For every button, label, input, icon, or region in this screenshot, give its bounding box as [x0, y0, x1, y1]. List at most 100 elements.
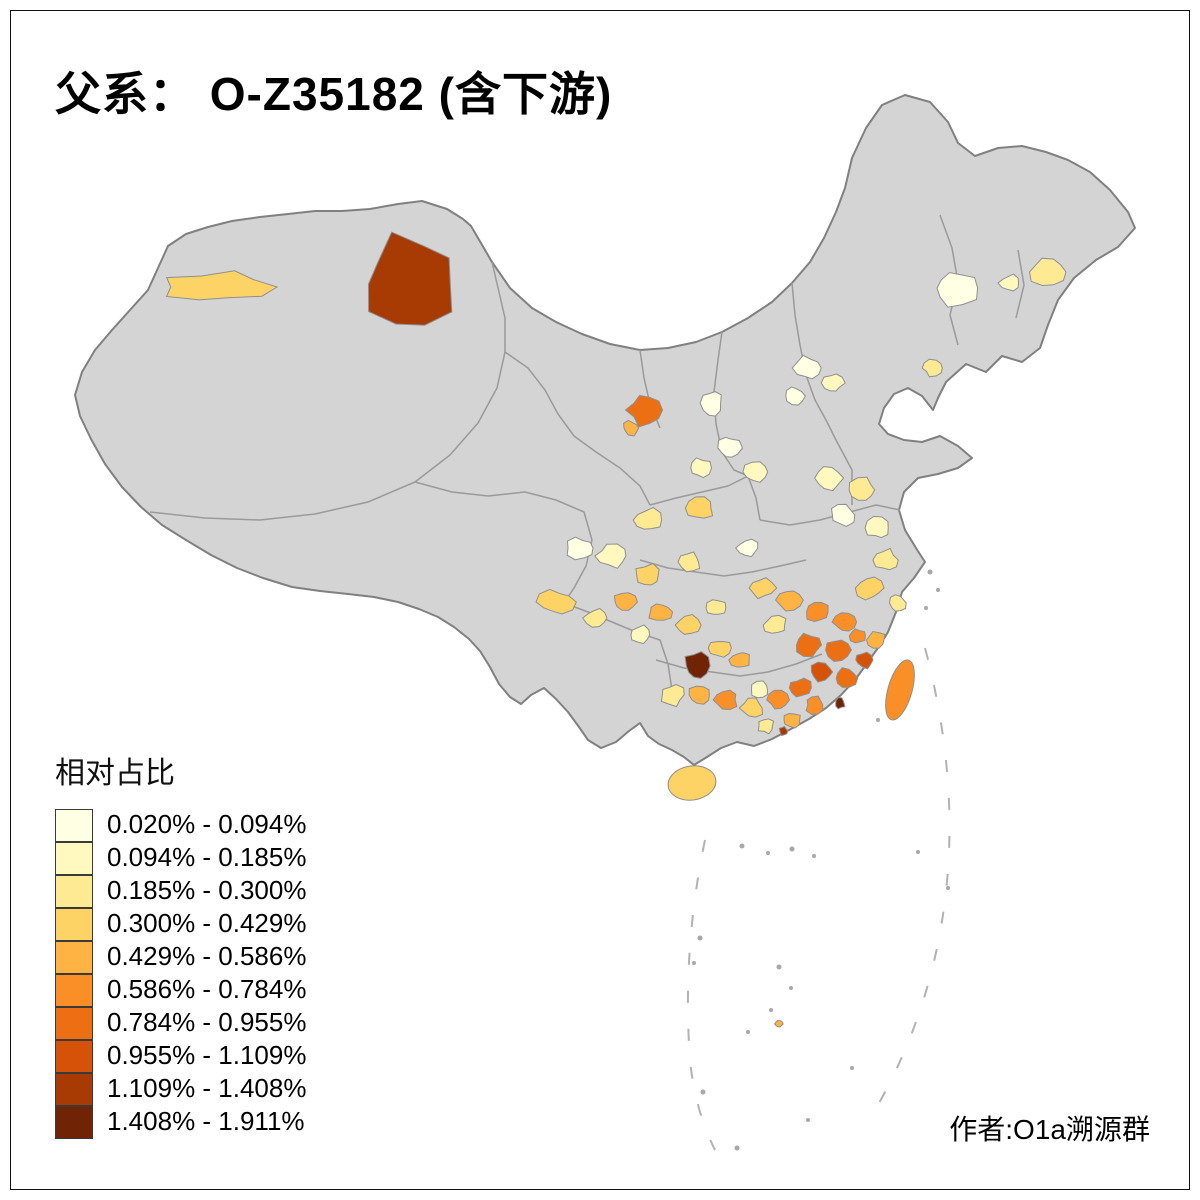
map-region-yunnan-northeast [613, 592, 638, 611]
province-border [655, 653, 823, 677]
province-border [414, 481, 593, 604]
map-region-shanghai-area [872, 547, 899, 571]
island-speck [776, 964, 782, 970]
map-region-shanxi-north [785, 386, 806, 406]
island-speck [692, 961, 696, 965]
legend-swatch [55, 940, 93, 974]
map-region-guangdong-northwest [766, 689, 791, 710]
legend-label: 0.429% - 0.586% [107, 941, 307, 971]
legend-row: 0.429% - 0.586% [55, 940, 307, 974]
legend-row: 0.784% - 0.955% [55, 1006, 307, 1040]
island-speck [916, 850, 920, 854]
island-speck [734, 1145, 740, 1151]
island-speck [806, 1118, 810, 1122]
map-region-hebei [820, 373, 846, 392]
figure-title: 父系： O-Z35182 (含下游) [55, 68, 613, 120]
map-region-guizhou-east [705, 599, 727, 615]
map-region-henan-east [742, 461, 769, 483]
map-region-heilongjiang-west [936, 272, 979, 308]
legend-label: 0.094% - 0.185% [107, 842, 307, 872]
dash-arc-west [686, 839, 716, 1151]
map-region-liaoning-coast [921, 358, 943, 378]
map-region-jiangsu-south [864, 515, 889, 539]
legend-label: 1.408% - 1.911% [107, 1106, 305, 1136]
map-region-altay [367, 231, 453, 326]
map-region-guizhou-southeast [707, 640, 732, 658]
legend-swatch [55, 973, 93, 1007]
legend-swatch [55, 808, 93, 842]
map-region-hunan-center [774, 590, 804, 612]
map-region-chongqing [635, 562, 660, 586]
map-region-guangxi-north [728, 652, 750, 668]
map-region-fujian-south [835, 667, 859, 688]
map-region-anhui-center [830, 503, 856, 527]
island-speck [700, 1089, 706, 1095]
south-sea-islands [692, 569, 950, 1151]
map-region-guangxi-northeast [750, 680, 769, 699]
legend-label: 0.020% - 0.094% [107, 809, 307, 839]
province-border [149, 261, 506, 521]
map-region-yunnan-center [582, 607, 608, 628]
legend-swatch [55, 907, 93, 941]
legend-label: 0.784% - 0.955% [107, 1007, 307, 1037]
nine-dash-line [686, 647, 951, 1151]
map-region-heilongjiang-east [1028, 257, 1067, 287]
legend-row: 1.408% - 1.911% [55, 1105, 306, 1139]
map-region-fujian-northwest [825, 639, 852, 662]
island-speck [739, 843, 745, 849]
map-region-guangdong-northeast [810, 661, 834, 683]
legend-title: 相对占比 [55, 757, 175, 790]
legend-label: 0.300% - 0.429% [107, 908, 307, 938]
legend-swatch [55, 1006, 93, 1040]
map-region-chengdu-area [594, 543, 627, 569]
province-border [639, 559, 807, 577]
legend-row: 0.094% - 0.185% [55, 841, 307, 875]
map-region-hunan-west [762, 614, 787, 634]
map-region-shaanxi-north [699, 391, 722, 417]
island-speck [924, 606, 928, 610]
legend-row: 0.955% - 1.109% [55, 1039, 306, 1073]
map-region-sichuan-west [566, 536, 594, 561]
map-region-hubei-west [677, 551, 701, 573]
province-border [1015, 249, 1025, 319]
choropleth-regions [165, 231, 1067, 1028]
map-region-guangdong-north [788, 677, 812, 698]
map-region-south-sea-islet [773, 1019, 784, 1028]
map-region-ningxia-south [623, 419, 640, 437]
island-speck [936, 588, 940, 592]
legend-swatch [55, 1105, 93, 1139]
map-region-shanxi-south [717, 436, 744, 458]
map-region-guangxi-west [660, 683, 685, 708]
map-region-taiwan [885, 659, 915, 721]
china-mainland-outline [74, 94, 1136, 766]
legend-row: 0.300% - 0.429% [55, 907, 307, 941]
island-speck [789, 986, 793, 990]
map-region-hainan [667, 765, 717, 801]
map-region-jiangxi-east [831, 612, 858, 632]
map-region-yunnan-west [535, 588, 577, 615]
map-region-guizhou-south [630, 624, 651, 645]
island-speck [876, 718, 880, 722]
map-region-sichuan-north [632, 506, 663, 530]
map-region-jiangsu-north [814, 466, 845, 492]
legend-row: 0.586% - 0.784% [55, 973, 307, 1007]
legend-row: 0.020% - 0.094% [55, 808, 307, 842]
legend-label: 1.109% - 1.408% [107, 1073, 307, 1103]
legend-label: 0.185% - 0.300% [107, 875, 307, 905]
map-region-guizhou-southwest-dark [684, 651, 711, 679]
legend-swatch [55, 1072, 93, 1106]
map-region-guangdong-west [738, 697, 764, 718]
legend-row: 1.109% - 1.408% [55, 1072, 307, 1106]
map-region-fujian-coast [855, 651, 874, 670]
province-border [504, 351, 651, 506]
province-border [649, 475, 749, 506]
map-region-jiangxi-west [805, 601, 829, 623]
map-region-beijing-area [791, 354, 822, 380]
legend-label: 0.586% - 0.784% [107, 974, 307, 1004]
map-region-ningxia [624, 394, 664, 428]
legend-swatch [55, 1039, 93, 1073]
map-region-zhejiang-west [854, 576, 885, 601]
map-region-guangdong-southwest [757, 718, 775, 735]
island-speck [946, 886, 950, 890]
